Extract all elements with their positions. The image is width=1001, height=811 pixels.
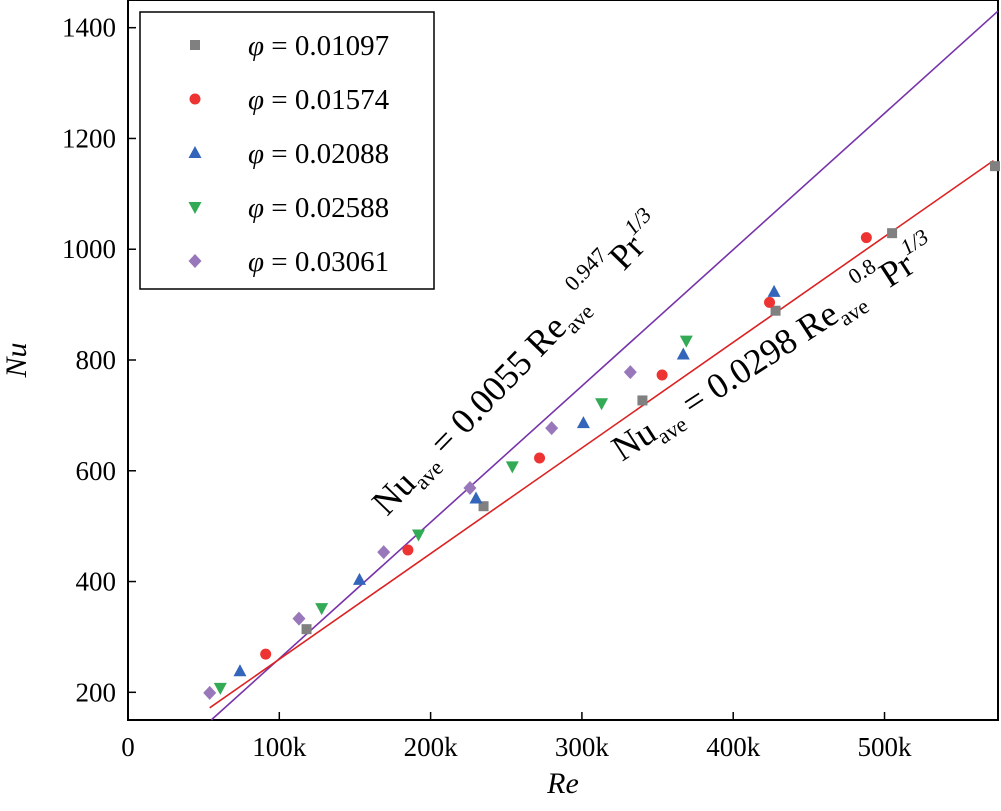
series-4-point-1 xyxy=(292,611,306,626)
y-tick-label-5: 1200 xyxy=(62,123,116,153)
fit-lines xyxy=(209,10,999,721)
legend-label-1: φ = 0.01574 xyxy=(248,84,390,116)
y-axis-title: Nu xyxy=(0,342,33,378)
series-3-point-2 xyxy=(412,529,426,542)
legend-label-4: φ = 0.03061 xyxy=(248,246,389,278)
red-fit-line xyxy=(209,159,994,709)
legend-box xyxy=(139,11,435,290)
series-3-point-1 xyxy=(315,603,329,616)
series-1-point-5 xyxy=(860,232,872,244)
x-tick-label-3: 300k xyxy=(555,732,610,762)
x-ticks: 0 100k 200k 300k 400k 500k xyxy=(121,712,912,762)
legend-label-2: φ = 0.02088 xyxy=(248,138,389,170)
legend-marker-1 xyxy=(189,93,201,105)
y-tick-label-0: 200 xyxy=(76,677,117,707)
legend: φ = 0.01097 φ = 0.01574 φ = 0.02088 φ = 0.0… xyxy=(139,11,435,290)
x-tick-label-0: 0 xyxy=(121,732,135,762)
series-2-point-3 xyxy=(576,416,590,429)
anno-red-exp: 0.8 xyxy=(843,253,880,289)
x-tick-label-5: 500k xyxy=(858,732,913,762)
x-tick-label-4: 400k xyxy=(706,732,761,762)
series-2-point-1 xyxy=(352,572,366,585)
legend-marker-0 xyxy=(190,40,200,50)
series-0-point-4 xyxy=(887,228,898,239)
legend-marker-2 xyxy=(188,146,202,158)
legend-entries: φ = 0.01097 φ = 0.01574 φ = 0.02088 φ = 0.0… xyxy=(188,30,390,278)
series-4-point-3 xyxy=(463,480,477,495)
y-tick-label-6: 1400 xyxy=(62,13,116,43)
series-0-point-5 xyxy=(989,161,1000,172)
series-4-point-0 xyxy=(203,685,217,700)
legend-marker-3 xyxy=(188,202,202,214)
markers xyxy=(203,161,1000,700)
y-tick-label-1: 400 xyxy=(76,567,117,597)
series-1-point-4 xyxy=(764,296,776,308)
legend-label-0: φ = 0.01097 xyxy=(248,30,389,62)
series-2-point-5 xyxy=(767,284,781,297)
legend-label-3: φ = 0.02588 xyxy=(248,192,389,224)
anno-purple-pr: Pr xyxy=(601,227,652,278)
series-4-point-4 xyxy=(545,421,559,436)
series-1-point-0 xyxy=(260,648,272,660)
series-3-point-3 xyxy=(505,461,519,474)
x-tick-label-2: 200k xyxy=(404,732,459,762)
x-tick-label-1: 100k xyxy=(252,732,307,762)
legend-marker-4 xyxy=(188,254,202,268)
anno-red-eq: = 0.0298 Re xyxy=(667,293,845,428)
series-1-point-3 xyxy=(656,369,668,381)
series-4-point-2 xyxy=(377,545,391,560)
purple-fit-line xyxy=(210,10,999,721)
y-ticks: 200 400 600 800 1000 1200 1400 xyxy=(62,13,136,707)
series-2-point-2 xyxy=(469,491,483,504)
y-tick-label-3: 800 xyxy=(76,345,117,375)
series-3-point-5 xyxy=(679,335,693,348)
x-axis-title: Re xyxy=(546,767,579,800)
svg-text:Nuave = 0.0298 Reave0.8Pr1/3: Nuave = 0.0298 Reave0.8Pr1/3 xyxy=(599,220,947,473)
series-0-point-1 xyxy=(478,501,489,512)
series-4-point-5 xyxy=(623,365,637,380)
anno-purple-eq: = 0.0055 Re xyxy=(416,307,574,469)
y-tick-label-4: 1000 xyxy=(62,234,116,264)
annotation-red: Nuave = 0.0298 Reave0.8Pr1/3 xyxy=(599,220,947,473)
series-3-point-0 xyxy=(213,682,227,695)
series-1-point-1 xyxy=(402,544,414,556)
series-3-point-4 xyxy=(595,398,609,411)
anno-red-nu: Nu xyxy=(605,411,664,469)
series-0-point-2 xyxy=(637,395,648,406)
series-2-point-4 xyxy=(676,347,690,360)
y-tick-label-2: 600 xyxy=(76,456,117,486)
series-1-point-2 xyxy=(534,452,546,464)
series-0-point-0 xyxy=(301,624,312,635)
series-2-point-0 xyxy=(233,664,247,677)
series-0-point-3 xyxy=(770,305,781,316)
